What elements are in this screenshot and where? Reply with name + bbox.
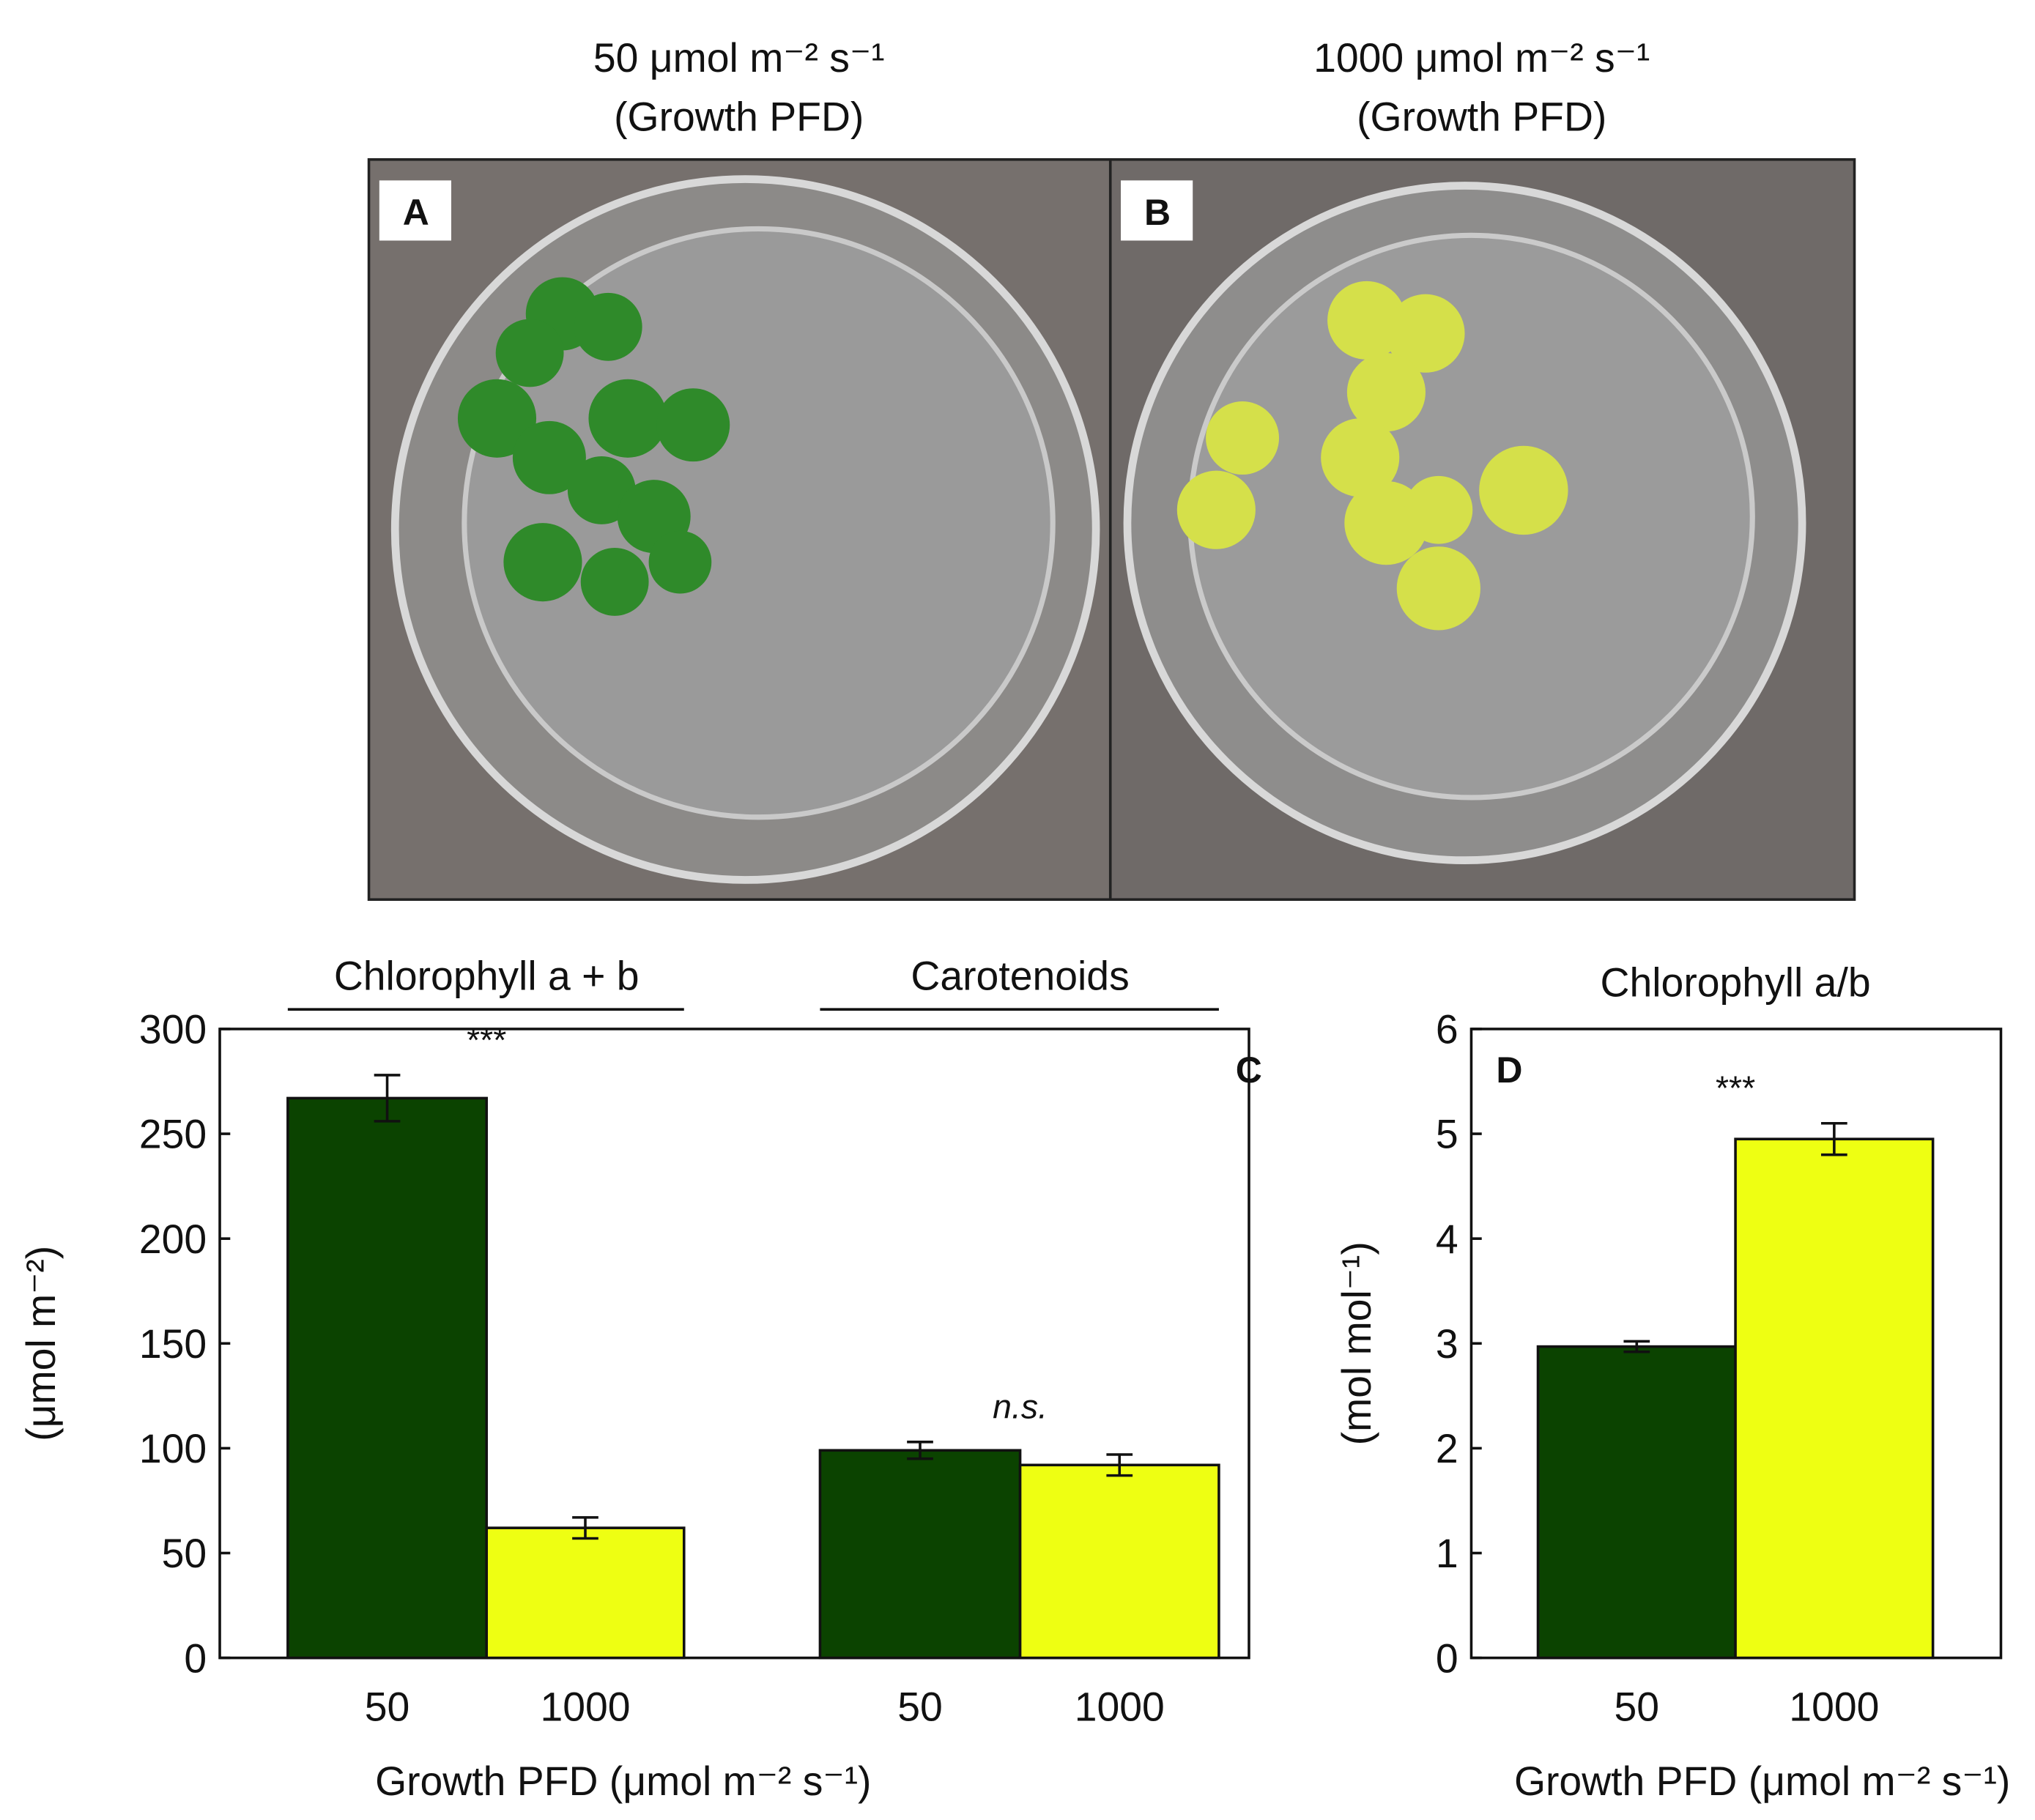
annotation: *** — [1716, 1069, 1755, 1107]
bar — [1734, 1137, 1935, 1660]
annotation: *** — [467, 1021, 506, 1059]
bar — [286, 1096, 488, 1660]
y-tick-label: 4 — [1436, 1217, 1458, 1262]
annotation: n.s. — [993, 1388, 1048, 1426]
y-tick-label: 200 — [139, 1217, 207, 1262]
y-axis-label: (μmol m⁻²) — [18, 1246, 64, 1441]
photo-subtitle: (Growth PFD) — [1357, 94, 1606, 140]
chart-title: Chlorophyll a/b — [1601, 959, 1871, 1005]
panel-letter: A — [403, 192, 429, 233]
photo-title: 50 μmol m⁻² s⁻¹ — [593, 35, 885, 81]
panel-letter: D — [1496, 1050, 1522, 1091]
y-tick-label: 3 — [1436, 1321, 1458, 1367]
x-axis-label: Growth PFD (μmol m⁻² s⁻¹) — [1514, 1758, 2010, 1804]
y-tick-label: 1 — [1436, 1531, 1458, 1576]
x-axis-label: Growth PFD (μmol m⁻² s⁻¹) — [375, 1758, 871, 1804]
x-tick-label: 1000 — [540, 1684, 630, 1729]
bar — [1536, 1345, 1737, 1660]
x-tick-label: 1000 — [1075, 1684, 1165, 1729]
photo-subtitle: (Growth PFD) — [614, 94, 864, 140]
x-tick-label: 50 — [1615, 1684, 1660, 1729]
group-label: Carotenoids — [911, 953, 1129, 998]
y-tick-label: 150 — [139, 1321, 207, 1367]
photo-b — [1108, 158, 1856, 902]
x-tick-label: 50 — [365, 1684, 410, 1729]
y-tick-label: 5 — [1436, 1112, 1458, 1157]
y-tick-label: 300 — [139, 1007, 207, 1052]
panel-letter: B — [1144, 192, 1171, 233]
y-tick-label: 6 — [1436, 1007, 1458, 1052]
y-tick-label: 0 — [184, 1635, 207, 1681]
y-axis-label: (mol mol⁻¹) — [1334, 1241, 1379, 1445]
y-tick-label: 2 — [1436, 1426, 1458, 1471]
bar — [485, 1526, 686, 1660]
photo-title: 1000 μmol m⁻² s⁻¹ — [1313, 35, 1650, 81]
y-tick-label: 50 — [162, 1531, 207, 1576]
x-tick-label: 1000 — [1789, 1684, 1879, 1729]
group-label: Chlorophyll a + b — [334, 953, 640, 998]
y-tick-label: 100 — [139, 1426, 207, 1471]
bar — [818, 1449, 1022, 1660]
panel-letter: C — [1236, 1050, 1262, 1091]
bar — [1018, 1463, 1220, 1660]
photo-a — [367, 158, 1112, 902]
x-tick-label: 50 — [897, 1684, 943, 1729]
y-tick-label: 0 — [1436, 1635, 1458, 1681]
y-tick-label: 250 — [139, 1112, 207, 1157]
